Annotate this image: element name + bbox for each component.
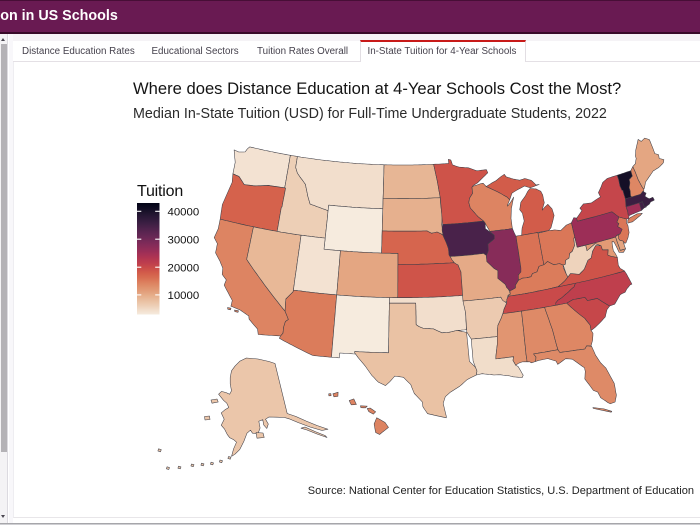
svg-text:10000: 10000 [168, 290, 200, 302]
svg-text:20000: 20000 [168, 262, 200, 274]
svg-text:Tuition: Tuition [137, 183, 183, 200]
svg-text:40000: 40000 [168, 206, 200, 218]
svg-text:30000: 30000 [168, 234, 200, 246]
